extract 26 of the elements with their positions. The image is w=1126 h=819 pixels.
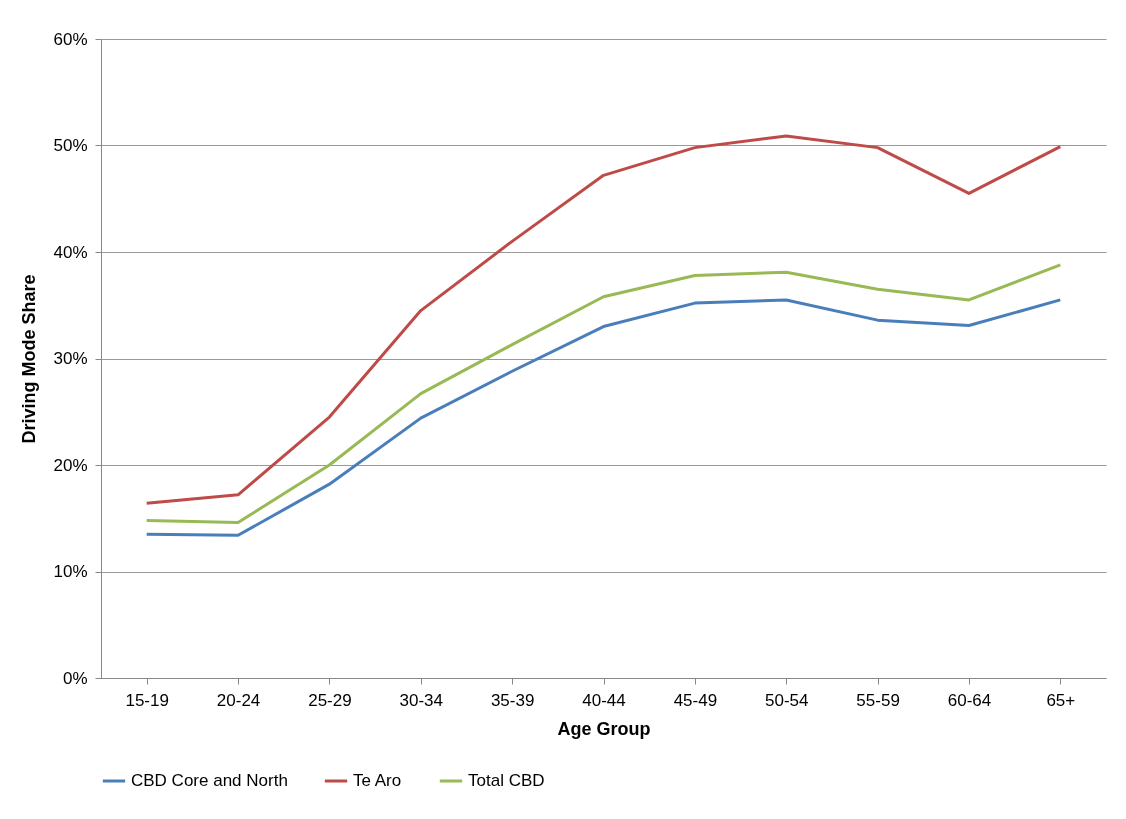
legend-label: Te Aro	[353, 771, 402, 790]
x-tick-label: 65+	[1046, 690, 1076, 710]
y-tick-label: 30%	[53, 349, 88, 368]
x-axis-title: Age Group	[557, 718, 651, 739]
x-tick-label: 25-29	[308, 690, 352, 710]
line-series	[145, 134, 1062, 505]
y-tick-label: 50%	[53, 136, 88, 155]
legend-label: Total CBD	[468, 771, 545, 790]
x-tick-label: 50-54	[764, 690, 809, 710]
y-axis-title: Driving Mode Share	[19, 274, 40, 444]
x-tick-label: 35-39	[490, 690, 535, 710]
x-tick-label: 40-44	[582, 690, 626, 710]
x-tick-label: 20-24	[216, 690, 261, 710]
legend-label: CBD Core and North	[131, 771, 288, 790]
x-tick-label: 55-59	[856, 690, 900, 710]
line-series	[145, 298, 1062, 537]
x-tick-label: 60-64	[947, 690, 992, 710]
y-tick-label: 60%	[53, 29, 88, 49]
y-tick-label: 0%	[62, 668, 88, 688]
y-tick-label: 40%	[53, 242, 88, 262]
line-series	[145, 263, 1062, 525]
y-tick-label: 20%	[53, 455, 88, 475]
x-tick-label: 15-19	[125, 690, 169, 710]
y-tick-label: 10%	[53, 562, 88, 581]
x-tick-label: 30-34	[399, 690, 444, 710]
x-tick-label: 45-49	[673, 690, 718, 710]
